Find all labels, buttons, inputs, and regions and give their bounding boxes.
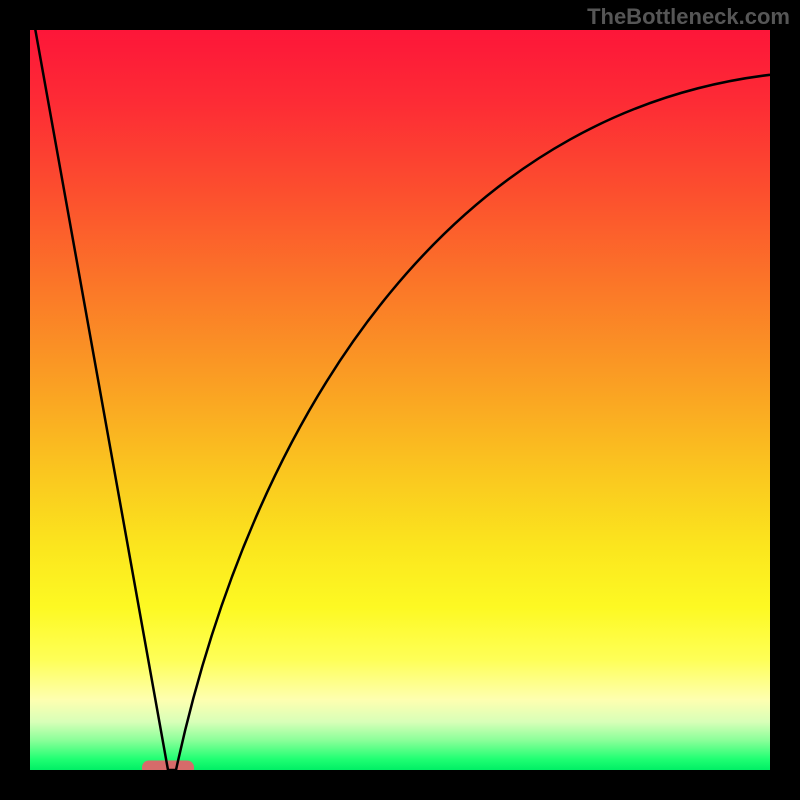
chart-container: TheBottleneck.com	[0, 0, 800, 800]
gradient-background	[30, 30, 770, 770]
bottleneck-chart	[0, 0, 800, 800]
watermark-label: TheBottleneck.com	[587, 4, 790, 30]
